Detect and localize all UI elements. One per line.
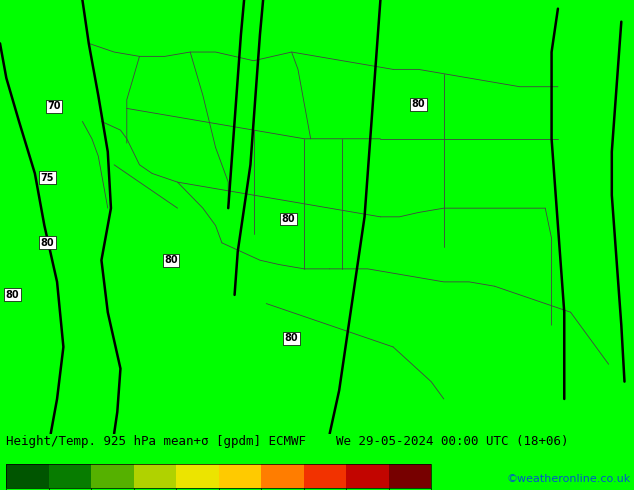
Text: 70: 70 [47, 101, 61, 111]
Text: 80: 80 [6, 290, 20, 300]
Text: 80: 80 [285, 333, 299, 343]
Text: 75: 75 [41, 173, 55, 183]
Text: 80: 80 [411, 99, 425, 109]
Text: 80: 80 [281, 214, 295, 224]
Text: ©weatheronline.co.uk: ©weatheronline.co.uk [507, 474, 631, 484]
Text: Height/Temp. 925 hPa mean+σ [gpdm] ECMWF    We 29-05-2024 00:00 UTC (18+06): Height/Temp. 925 hPa mean+σ [gpdm] ECMWF… [6, 435, 569, 448]
Text: 80: 80 [164, 255, 178, 265]
Text: 80: 80 [41, 238, 55, 248]
